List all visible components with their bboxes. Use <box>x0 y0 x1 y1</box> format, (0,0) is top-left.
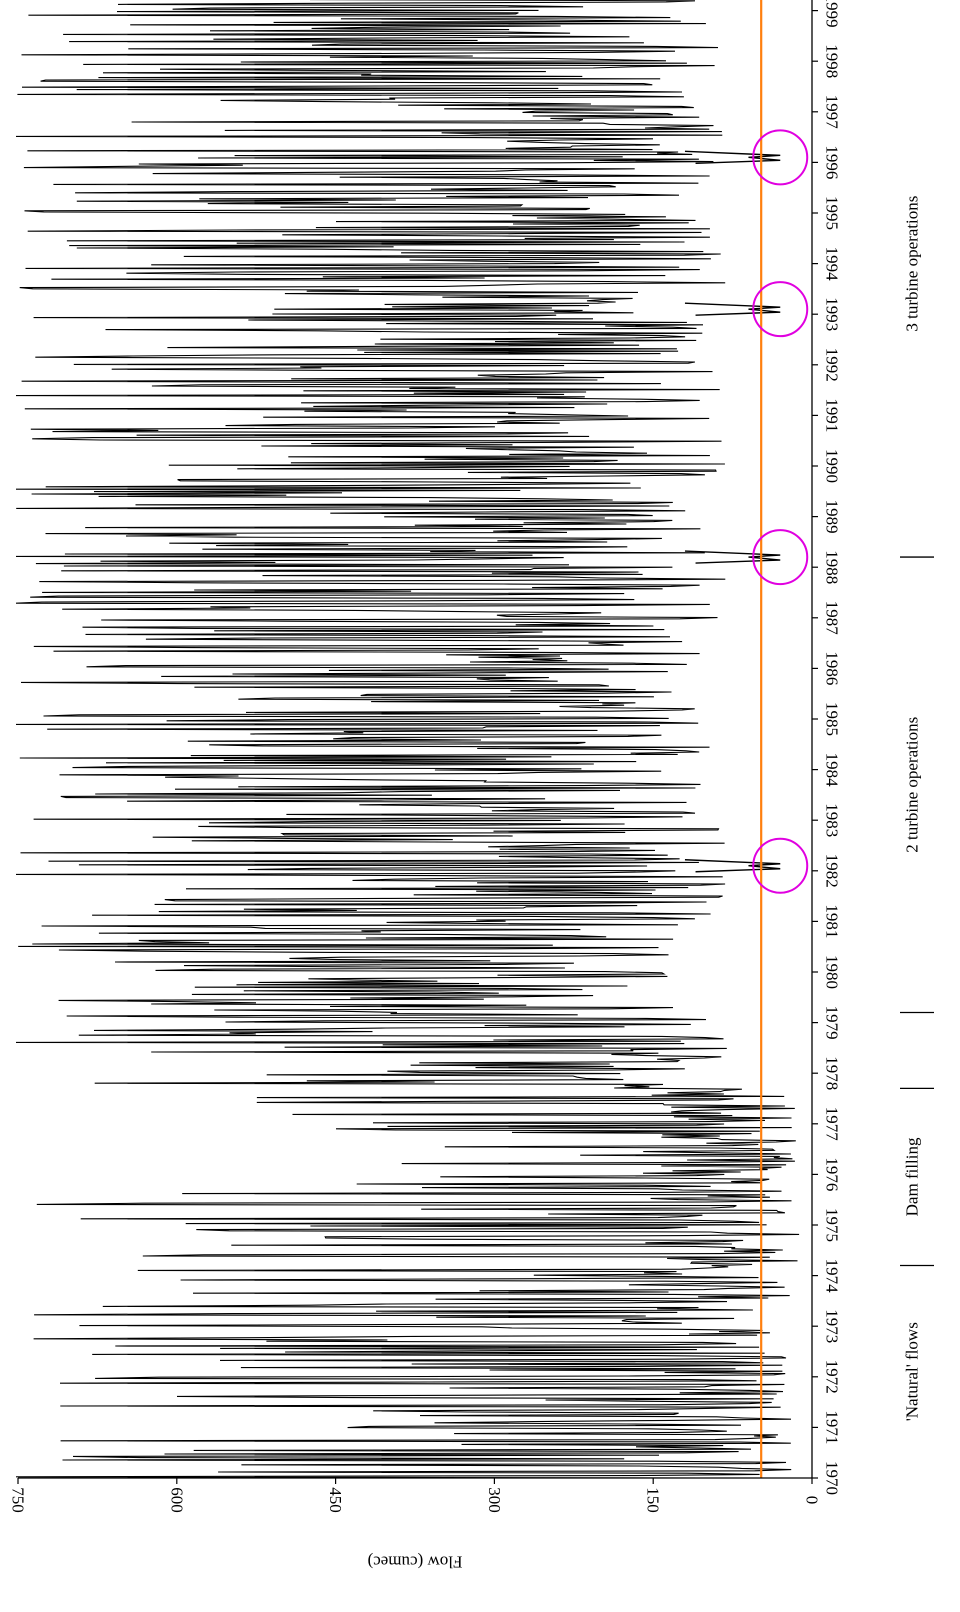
year-tick-label-1998: 1998 <box>823 44 842 78</box>
year-tick-label-1984: 1984 <box>823 753 842 788</box>
period-label-2: Dam filling <box>903 1137 922 1216</box>
low-flow-dip-3 <box>684 302 781 316</box>
flow-series <box>15 0 800 1479</box>
year-tick-label-1990: 1990 <box>823 449 842 483</box>
year-tick-label-1985: 1985 <box>823 702 842 736</box>
year-tick-label-1992: 1992 <box>823 348 842 382</box>
year-tick-label-1976: 1976 <box>823 1157 842 1191</box>
year-tick-label-1981: 1981 <box>823 904 842 938</box>
highlight-circle-1 <box>752 837 809 894</box>
year-tick-label-1995: 1995 <box>823 196 842 230</box>
year-tick-label-1986: 1986 <box>823 651 842 685</box>
flow-series-line <box>15 0 800 1479</box>
year-tick-label-1973: 1973 <box>823 1309 842 1343</box>
period-annotations: 'Natural' flows Dam filling 2 turbine oper… <box>900 196 934 1421</box>
axes: 1970 1971 1972 1973 1974 1975 1976 1977 1978 1979… <box>9 0 842 1572</box>
low-flow-dip-2 <box>684 550 781 564</box>
year-tick-label-1989: 1989 <box>823 500 842 534</box>
highlight-circles <box>752 129 809 894</box>
period-label-1: 'Natural' flows <box>903 1322 922 1421</box>
year-tick-label-1997: 1997 <box>823 95 842 130</box>
year-tick-label-1999: 1999 <box>823 0 842 28</box>
year-tick-label-1977: 1977 <box>823 1107 842 1142</box>
low-flow-dip-4 <box>684 150 781 165</box>
year-tick-label-1975: 1975 <box>823 1208 842 1242</box>
highlight-circle-3 <box>752 281 809 338</box>
flow-tick-label-150: 150 <box>644 1487 663 1513</box>
flow-tick-label-0: 0 <box>803 1496 822 1505</box>
year-tick-label-1979: 1979 <box>823 1006 842 1040</box>
flow-tick-label-600: 600 <box>167 1487 186 1513</box>
year-tick-label-1982: 1982 <box>823 854 842 888</box>
year-tick-label-1988: 1988 <box>823 550 842 584</box>
year-tick-label-1994: 1994 <box>823 247 842 282</box>
low-flow-dip-1 <box>684 859 781 873</box>
year-tick-label-1980: 1980 <box>823 955 842 989</box>
year-tick-label-1987: 1987 <box>823 601 842 636</box>
highlight-circle-4 <box>752 129 809 186</box>
year-tick-label-1970: 1970 <box>823 1461 842 1495</box>
year-tick-label-1996: 1996 <box>823 145 842 179</box>
flow-axis-title: Flow (cumec) <box>368 1553 463 1572</box>
flow-tick-label-750: 750 <box>9 1487 28 1513</box>
highlight-circle-2 <box>752 529 809 586</box>
year-tick-label-1983: 1983 <box>823 803 842 837</box>
year-tick-label-1974: 1974 <box>823 1259 842 1294</box>
year-tick-label-1978: 1978 <box>823 1056 842 1090</box>
period-label-3: 2 turbine operations <box>903 717 922 853</box>
year-tick-label-1991: 1991 <box>823 398 842 432</box>
flow-tick-label-300: 300 <box>485 1487 504 1513</box>
year-tick-label-1971: 1971 <box>823 1410 842 1444</box>
flow-tick-label-450: 450 <box>326 1487 345 1513</box>
period-label-4: 3 turbine operations <box>903 196 922 332</box>
year-tick-label-1972: 1972 <box>823 1360 842 1394</box>
year-tick-label-1993: 1993 <box>823 297 842 331</box>
